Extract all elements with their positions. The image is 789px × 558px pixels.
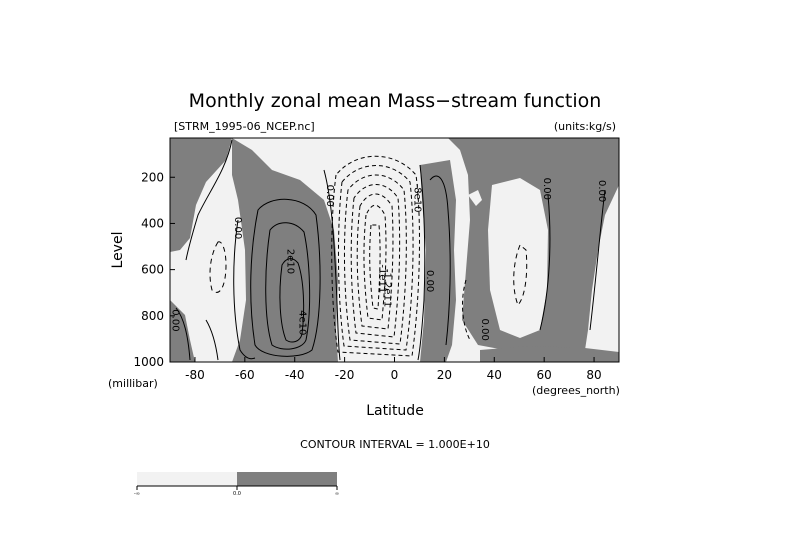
contour-label: 0.00 <box>596 180 607 202</box>
contour-label: 0.00 <box>324 185 335 207</box>
contour-label: 0.00 <box>169 309 180 331</box>
hadley-contour-7 <box>369 224 381 310</box>
x-axis-ticks: -80 -60 -40 -20 0 20 40 60 80 <box>185 357 602 382</box>
x-tick-label: -60 <box>235 368 255 382</box>
contour-sh-2 <box>265 222 311 350</box>
contour-label: -1e11 <box>377 264 388 293</box>
units-label: (units:kg/s) <box>554 120 616 133</box>
colorbar: -∞ 0.0 ∞ <box>134 472 339 497</box>
shade-left-band <box>170 138 232 252</box>
contour-label: 0.00 <box>479 319 490 341</box>
hadley-contour-5 <box>356 193 394 330</box>
hadley-contour-6 <box>363 204 387 321</box>
x-axis-title: Latitude <box>366 403 424 419</box>
contour-dashed-left-pocket <box>462 279 471 341</box>
contour-sh-4 <box>233 219 256 360</box>
contour-label: 4e10 <box>297 310 308 335</box>
island-nh-a <box>488 178 548 338</box>
colorbar-left-label: -∞ <box>134 491 140 497</box>
y-tick-label: 600 <box>141 263 164 277</box>
contour-nh-dashed <box>513 244 528 306</box>
contour-labels: 0.00 0.00 2e10 4e10 0.00 -1e11-1.2e11 -8e10 0.0… <box>169 178 607 341</box>
contour-nh-tongue <box>429 175 451 346</box>
y-tick-label: 400 <box>141 216 164 230</box>
x-tick-label: -40 <box>285 368 305 382</box>
negative-islands <box>468 178 548 338</box>
y-axis-title: Level <box>110 232 126 269</box>
x-tick-label: -80 <box>185 368 205 382</box>
file-label: [STRM_1995-06_NCEP.nc] <box>174 120 315 133</box>
positive-shading <box>170 138 619 362</box>
hadley-contour-2 <box>337 165 414 351</box>
hadley-contour-4 <box>350 184 401 338</box>
contour-sh-1 <box>250 198 321 357</box>
y-axis-ticks: 200 400 600 800 1000 <box>133 170 175 369</box>
x-unit-label: (degrees_north) <box>532 384 620 397</box>
y-unit-label: (millibar) <box>108 377 158 390</box>
y-tick-label: 1000 <box>133 355 164 369</box>
contour-zero-left <box>185 139 233 261</box>
contour-label: -1.2e11 <box>382 269 393 307</box>
shade-nh-surface <box>480 346 619 362</box>
contour-left-loop <box>209 241 227 293</box>
island-nh-b <box>468 190 482 206</box>
contour-label: 2e10 <box>284 249 295 274</box>
contour-label: 0.00 <box>232 217 243 239</box>
contour-label: -8e10 <box>411 184 422 213</box>
contour-sh-3 <box>279 258 305 343</box>
contour-interval-text: CONTOUR INTERVAL = 1.000E+10 <box>300 438 490 451</box>
shade-nh-tongue <box>420 160 456 362</box>
hadley-cell-contours <box>331 155 420 357</box>
y-tick-label: 800 <box>141 309 164 323</box>
shade-sh-cell <box>232 138 338 362</box>
contour-left-surface <box>175 307 191 361</box>
contour-label: 0.00 <box>424 270 435 292</box>
plot-area: 0.00 0.00 2e10 4e10 0.00 -1e11-1.2e11 -8e10 0.0… <box>169 137 620 363</box>
chart-title: Monthly zonal mean Mass−stream function <box>189 90 602 112</box>
contour-nh-far <box>589 189 606 331</box>
x-tick-label: 60 <box>537 368 552 382</box>
colorbar-positive <box>237 472 337 486</box>
x-tick-label: 20 <box>437 368 452 382</box>
colorbar-right-label: ∞ <box>335 491 339 497</box>
contour-nh-zero-1 <box>539 194 551 331</box>
x-tick-label: 40 <box>487 368 502 382</box>
contours <box>175 139 606 361</box>
x-tick-label: -20 <box>335 368 355 382</box>
contour-label: 0.00 <box>541 178 552 200</box>
x-tick-label: 0 <box>391 368 399 382</box>
contour-zero-hadley-right <box>417 164 426 361</box>
contour-zero-hadley-left <box>323 169 341 361</box>
colorbar-center-label: 0.0 <box>233 491 241 497</box>
colorbar-negative <box>137 472 237 486</box>
contour-left-surface-2 <box>205 319 219 361</box>
x-tick-label: 80 <box>586 368 601 382</box>
hadley-contour-1 <box>331 155 420 357</box>
y-tick-label: 200 <box>141 170 164 184</box>
hadley-contour-3 <box>343 174 407 345</box>
